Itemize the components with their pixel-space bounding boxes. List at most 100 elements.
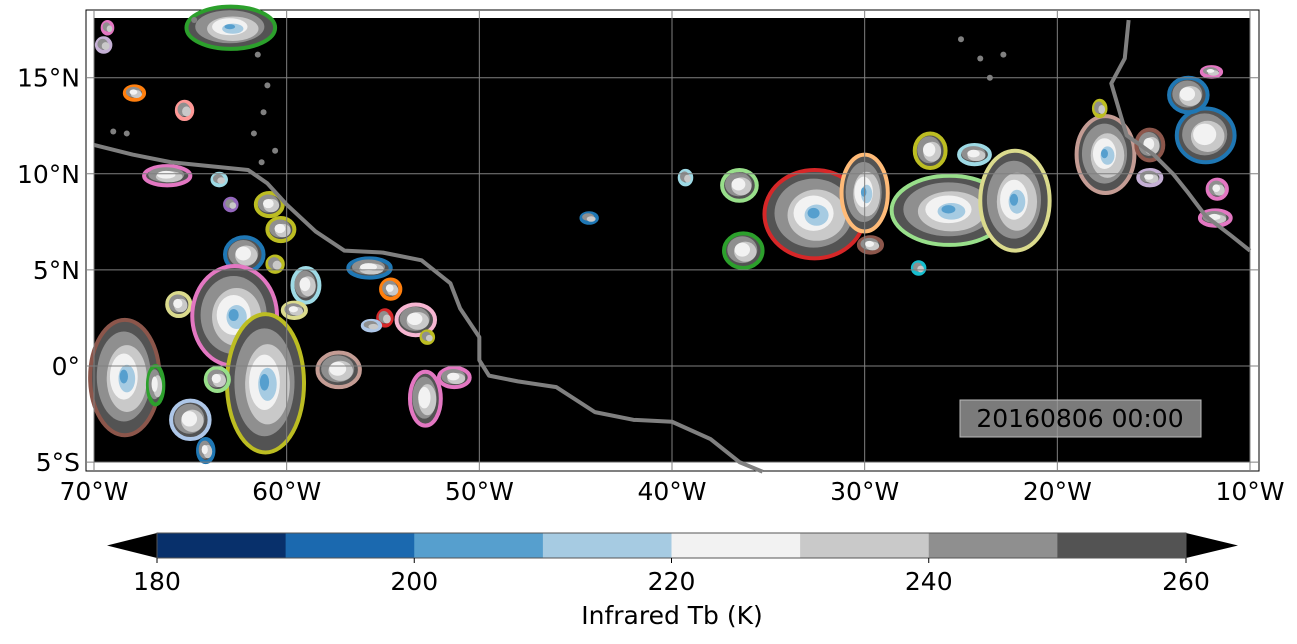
colorbar-segment (285, 533, 415, 558)
storm-cluster (100, 19, 115, 36)
storm-tb-contour (1206, 69, 1215, 73)
storm-tb-contour (1009, 193, 1019, 206)
storm-cluster (253, 191, 285, 219)
storm-cluster (1174, 106, 1237, 165)
storm-cluster (174, 99, 195, 122)
lat-tick-label: 15°N (17, 64, 80, 93)
storm-tb-contour (383, 314, 391, 324)
storm-cluster (280, 300, 308, 320)
storm-tb-contour (288, 306, 298, 313)
axis-ticks: 70°W 60°W 50°W 40°W 30°W 20°W 10°W 15°N 10°N 5°N 0… (17, 64, 1285, 506)
colorbar-extend-min (107, 533, 157, 558)
storm-cluster (224, 312, 307, 455)
storm-tb-contour (1098, 104, 1106, 114)
storm-tb-contour (173, 298, 183, 309)
storm-tb-contour (329, 361, 347, 376)
storm-tb-contour (156, 170, 176, 179)
storm-cluster (346, 256, 393, 280)
storm-tb-contour (274, 223, 286, 234)
lat-tick-label: 0° (52, 352, 80, 381)
lat-tick-label: 10°N (17, 160, 80, 189)
storm-tb-contour (1179, 87, 1196, 101)
coastline (1109, 19, 1252, 253)
storm-tb-contour (1101, 148, 1108, 159)
storm-tb-contour (385, 284, 394, 292)
lon-tick-label: 30°W (830, 477, 899, 506)
colorbar-tick-label: 180 (133, 567, 181, 596)
storm-cluster (94, 36, 113, 54)
island (258, 159, 265, 166)
colorbar-tick-label: 200 (390, 567, 438, 596)
storm-cluster (856, 235, 885, 255)
island (958, 36, 964, 43)
storm-tb-contour (917, 265, 924, 273)
storm-tb-contour (259, 373, 270, 391)
storm-tb-contour (734, 242, 750, 257)
storm-tb-contour (368, 323, 379, 330)
colorbar-segment (800, 533, 930, 558)
storm-tb-contour (864, 240, 875, 247)
storm-cluster (184, 4, 278, 51)
storm-tb-contour (807, 207, 820, 219)
storm-cluster (142, 164, 193, 188)
storm-cluster (1167, 75, 1210, 115)
storm-tb-contour (106, 25, 113, 33)
gridlines (86, 10, 1259, 471)
timestamp-label: 20160806 00:00 (976, 404, 1183, 433)
colorbar-segment (157, 533, 287, 558)
storm-tb-contour (228, 309, 239, 322)
storm-cluster (957, 142, 992, 167)
storm-tb-contour (1212, 184, 1221, 193)
lat-tick-label: 5°S (36, 448, 80, 477)
storm-tb-contour (181, 411, 198, 427)
island (260, 109, 267, 116)
storm-cluster (1205, 177, 1229, 201)
storm-cluster (720, 167, 759, 203)
storm-cluster (419, 329, 436, 345)
storm-tb-contour (211, 373, 221, 384)
colorbar: 180 200 220 240 260 (107, 532, 1238, 596)
storm-cluster (169, 398, 212, 442)
storm-tb-contour (418, 386, 431, 409)
storm-tb-contour (101, 42, 110, 50)
lon-tick-label: 60°W (252, 477, 321, 506)
island (123, 130, 130, 137)
storm-tb-contour (425, 334, 433, 342)
storm-tb-contour (447, 372, 460, 381)
storm-cluster (1199, 65, 1224, 79)
lat-tick-label: 5°N (33, 256, 80, 285)
storm-cluster (910, 260, 927, 276)
coastline-layer (93, 17, 1252, 474)
colorbar-tick-label: 260 (1162, 567, 1210, 596)
storm-cluster (290, 265, 322, 305)
colorbar-segment (928, 533, 1058, 558)
colorbar-label: Infrared Tb (K) (581, 601, 763, 630)
storm-cluster (407, 369, 443, 428)
storm-cluster (210, 171, 228, 188)
storm-cluster (912, 131, 948, 171)
storm-cluster (122, 84, 147, 102)
timestamp-box: 20160806 00:00 (959, 399, 1202, 438)
storm-cluster (315, 350, 362, 390)
storm-tb-contour (860, 187, 867, 197)
storm-cluster (579, 211, 599, 225)
colorbar-segment (542, 533, 672, 558)
colorbar-tick-label: 240 (905, 567, 953, 596)
storm-cluster (1197, 208, 1233, 228)
lon-tick-label: 50°W (445, 477, 514, 506)
storm-tb-contour (229, 202, 237, 209)
storm-tb-contour (151, 376, 158, 392)
storm-cluster (762, 167, 867, 261)
lon-tick-label: 40°W (637, 477, 706, 506)
storm-tb-contour (407, 312, 423, 326)
storm-cluster (265, 216, 297, 244)
lon-tick-label: 10°W (1215, 477, 1284, 506)
storm-layer (88, 4, 1237, 465)
storm-cluster (1136, 167, 1164, 188)
storm-tb-contour (182, 106, 192, 117)
island (110, 128, 117, 135)
storm-tb-contour (217, 177, 226, 184)
colorbar-extend-max (1186, 533, 1238, 558)
storm-cluster (223, 196, 239, 213)
